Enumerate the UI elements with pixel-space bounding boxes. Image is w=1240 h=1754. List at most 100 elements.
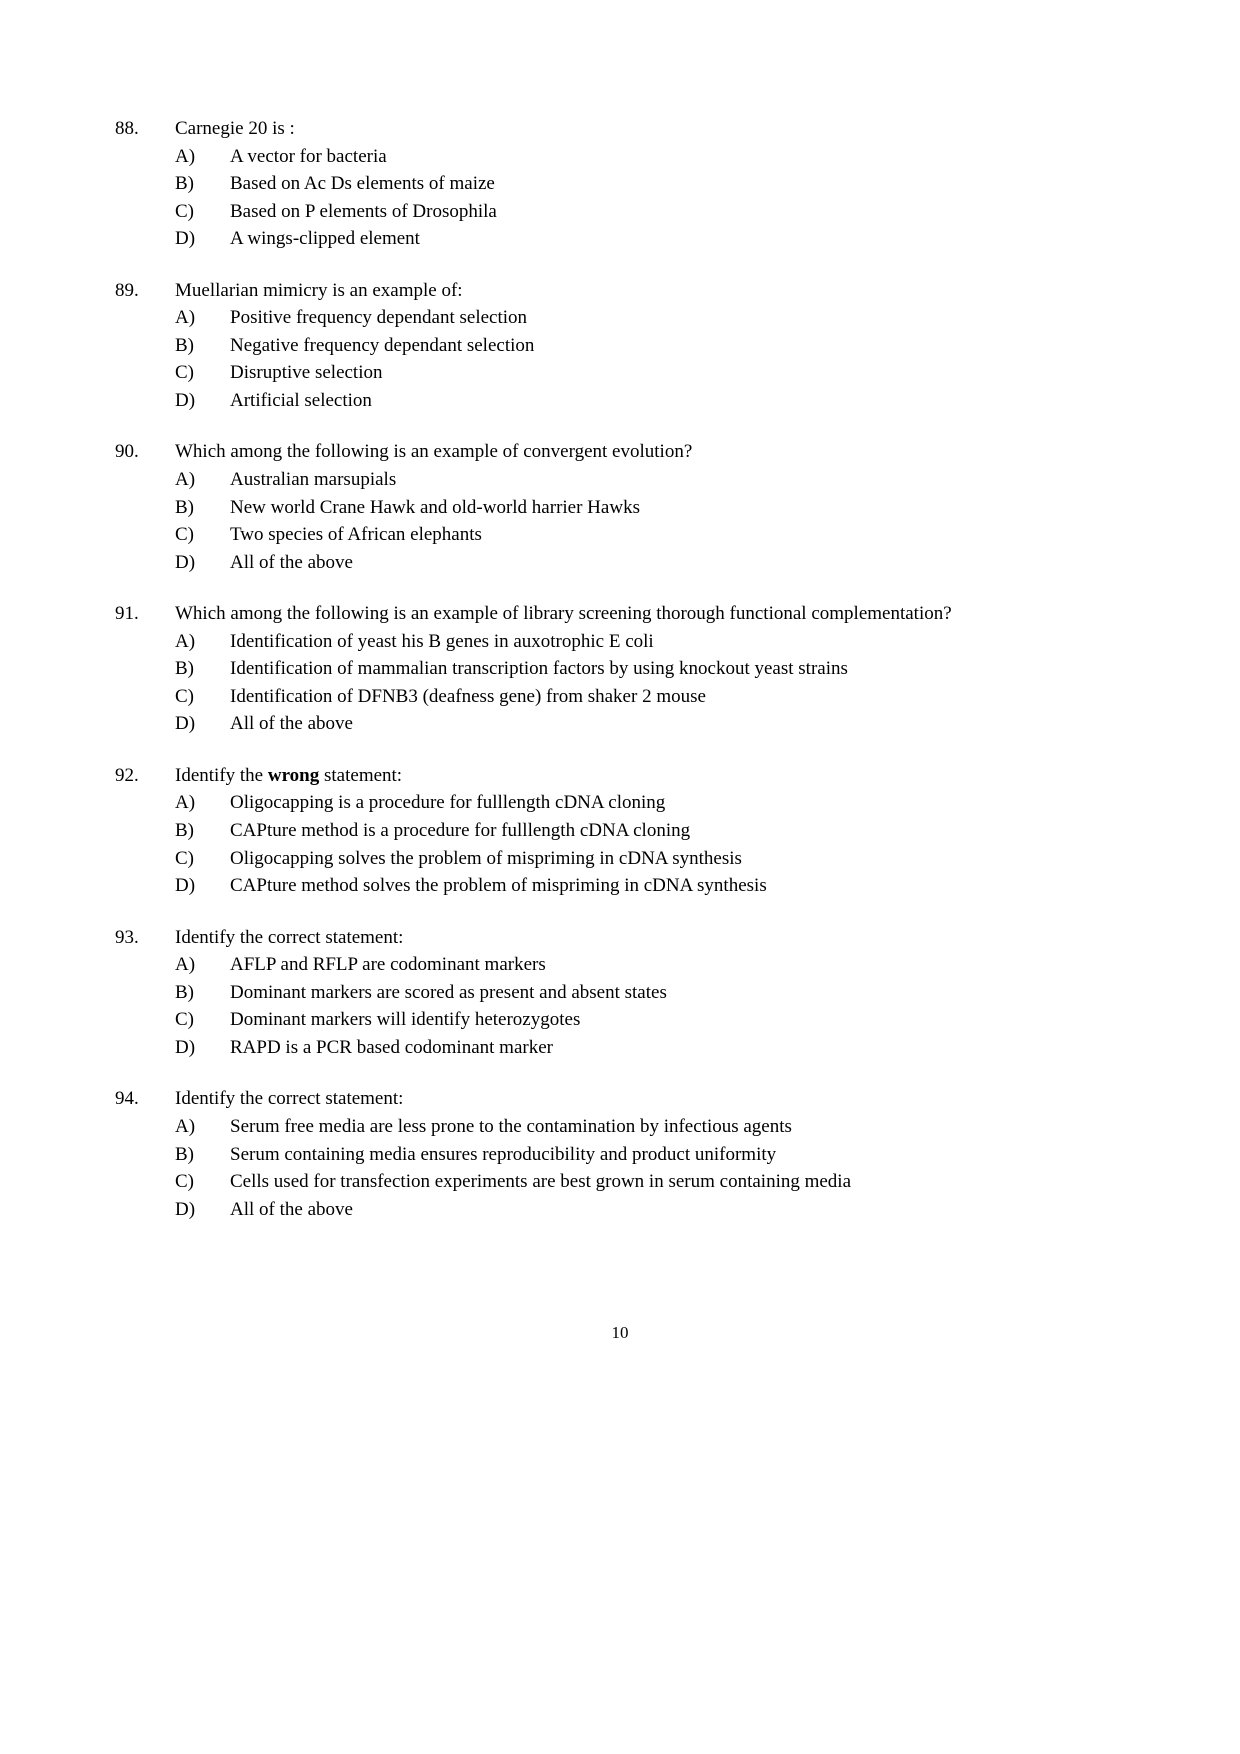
- option-letter: B): [175, 494, 230, 522]
- option: D)All of the above: [175, 710, 1125, 738]
- option: A)Oligocapping is a procedure for fullle…: [175, 789, 1125, 817]
- option-letter: D): [175, 225, 230, 253]
- option-letter: B): [175, 817, 230, 845]
- option-letter: A): [175, 1113, 230, 1141]
- option-letter: C): [175, 1168, 230, 1196]
- question-number: 89.: [115, 277, 175, 415]
- option: A)Positive frequency dependant selection: [175, 304, 1125, 332]
- question-number: 93.: [115, 924, 175, 1062]
- question-body: Muellarian mimicry is an example of:A)Po…: [175, 277, 1125, 415]
- option-letter: A): [175, 143, 230, 171]
- option: B)New world Crane Hawk and old-world har…: [175, 494, 1125, 522]
- option: D)A wings-clipped element: [175, 225, 1125, 253]
- option: A)A vector for bacteria: [175, 143, 1125, 171]
- question-text: Which among the following is an example …: [175, 438, 1125, 466]
- option-text: Artificial selection: [230, 387, 1125, 415]
- option-letter: A): [175, 628, 230, 656]
- option: C)Cells used for transfection experiment…: [175, 1168, 1125, 1196]
- option: C)Based on P elements of Drosophila: [175, 198, 1125, 226]
- option-text: Negative frequency dependant selection: [230, 332, 1125, 360]
- option-letter: C): [175, 359, 230, 387]
- option-text: All of the above: [230, 710, 1125, 738]
- option: D)CAPture method solves the problem of m…: [175, 872, 1125, 900]
- question-body: Identify the correct statement:A)Serum f…: [175, 1085, 1125, 1223]
- question-text: Identify the wrong statement:: [175, 762, 1125, 790]
- option-text: Identification of mammalian transcriptio…: [230, 655, 1125, 683]
- question-text: Which among the following is an example …: [175, 600, 1125, 628]
- option-text: Oligocapping solves the problem of mispr…: [230, 845, 1125, 873]
- question-body: Which among the following is an example …: [175, 438, 1125, 576]
- option-letter: D): [175, 710, 230, 738]
- question-text: Muellarian mimicry is an example of:: [175, 277, 1125, 305]
- option-text: Positive frequency dependant selection: [230, 304, 1125, 332]
- option: D)Artificial selection: [175, 387, 1125, 415]
- question-text: Carnegie 20 is :: [175, 115, 1125, 143]
- option-letter: D): [175, 872, 230, 900]
- option-text: A wings-clipped element: [230, 225, 1125, 253]
- option-letter: C): [175, 198, 230, 226]
- question-body: Which among the following is an example …: [175, 600, 1125, 738]
- option-letter: B): [175, 170, 230, 198]
- option: C)Two species of African elephants: [175, 521, 1125, 549]
- option-text: Two species of African elephants: [230, 521, 1125, 549]
- option-text: CAPture method solves the problem of mis…: [230, 872, 1125, 900]
- option-letter: C): [175, 845, 230, 873]
- option: A)Identification of yeast his B genes in…: [175, 628, 1125, 656]
- questions-list: 88.Carnegie 20 is :A)A vector for bacter…: [115, 115, 1125, 1223]
- question-number: 94.: [115, 1085, 175, 1223]
- question: 88.Carnegie 20 is :A)A vector for bacter…: [115, 115, 1125, 253]
- question: 94.Identify the correct statement:A)Seru…: [115, 1085, 1125, 1223]
- option-text: Serum free media are less prone to the c…: [230, 1113, 1125, 1141]
- option-text: Dominant markers are scored as present a…: [230, 979, 1125, 1007]
- question-body: Carnegie 20 is :A)A vector for bacteriaB…: [175, 115, 1125, 253]
- question-number: 92.: [115, 762, 175, 900]
- option-letter: A): [175, 466, 230, 494]
- question-number: 90.: [115, 438, 175, 576]
- option-text: Based on P elements of Drosophila: [230, 198, 1125, 226]
- question: 90.Which among the following is an examp…: [115, 438, 1125, 576]
- option-text: Serum containing media ensures reproduci…: [230, 1141, 1125, 1169]
- question-text: Identify the correct statement:: [175, 924, 1125, 952]
- option: C)Dominant markers will identify heteroz…: [175, 1006, 1125, 1034]
- option-text: Identification of DFNB3 (deafness gene) …: [230, 683, 1125, 711]
- option: B)Negative frequency dependant selection: [175, 332, 1125, 360]
- option: D)All of the above: [175, 549, 1125, 577]
- option-text: CAPture method is a procedure for fullle…: [230, 817, 1125, 845]
- option-letter: D): [175, 1196, 230, 1224]
- option-letter: B): [175, 1141, 230, 1169]
- option: C)Oligocapping solves the problem of mis…: [175, 845, 1125, 873]
- option: C)Disruptive selection: [175, 359, 1125, 387]
- option-letter: D): [175, 387, 230, 415]
- option: A)Australian marsupials: [175, 466, 1125, 494]
- option: B)Based on Ac Ds elements of maize: [175, 170, 1125, 198]
- page-number: 10: [115, 1323, 1125, 1343]
- question-text-pre: Identify the: [175, 765, 268, 786]
- option: B)CAPture method is a procedure for full…: [175, 817, 1125, 845]
- exam-page: 88.Carnegie 20 is :A)A vector for bacter…: [0, 0, 1240, 1343]
- option: D)All of the above: [175, 1196, 1125, 1224]
- option-letter: C): [175, 1006, 230, 1034]
- option: B)Dominant markers are scored as present…: [175, 979, 1125, 1007]
- option-letter: B): [175, 979, 230, 1007]
- option-letter: A): [175, 951, 230, 979]
- option-text: Based on Ac Ds elements of maize: [230, 170, 1125, 198]
- question-text-post: statement:: [319, 765, 402, 786]
- option-text: AFLP and RFLP are codominant markers: [230, 951, 1125, 979]
- option-text: Disruptive selection: [230, 359, 1125, 387]
- option-text: Identification of yeast his B genes in a…: [230, 628, 1125, 656]
- option-letter: A): [175, 304, 230, 332]
- option-text: New world Crane Hawk and old-world harri…: [230, 494, 1125, 522]
- option: C)Identification of DFNB3 (deafness gene…: [175, 683, 1125, 711]
- option-text: All of the above: [230, 549, 1125, 577]
- option-letter: C): [175, 521, 230, 549]
- option-letter: B): [175, 332, 230, 360]
- option: B)Serum containing media ensures reprodu…: [175, 1141, 1125, 1169]
- option-letter: A): [175, 789, 230, 817]
- question-text: Identify the correct statement:: [175, 1085, 1125, 1113]
- option-text: Australian marsupials: [230, 466, 1125, 494]
- question-number: 88.: [115, 115, 175, 253]
- option-text: All of the above: [230, 1196, 1125, 1224]
- option-text: A vector for bacteria: [230, 143, 1125, 171]
- question: 91.Which among the following is an examp…: [115, 600, 1125, 738]
- question-body: Identify the wrong statement:A)Oligocapp…: [175, 762, 1125, 900]
